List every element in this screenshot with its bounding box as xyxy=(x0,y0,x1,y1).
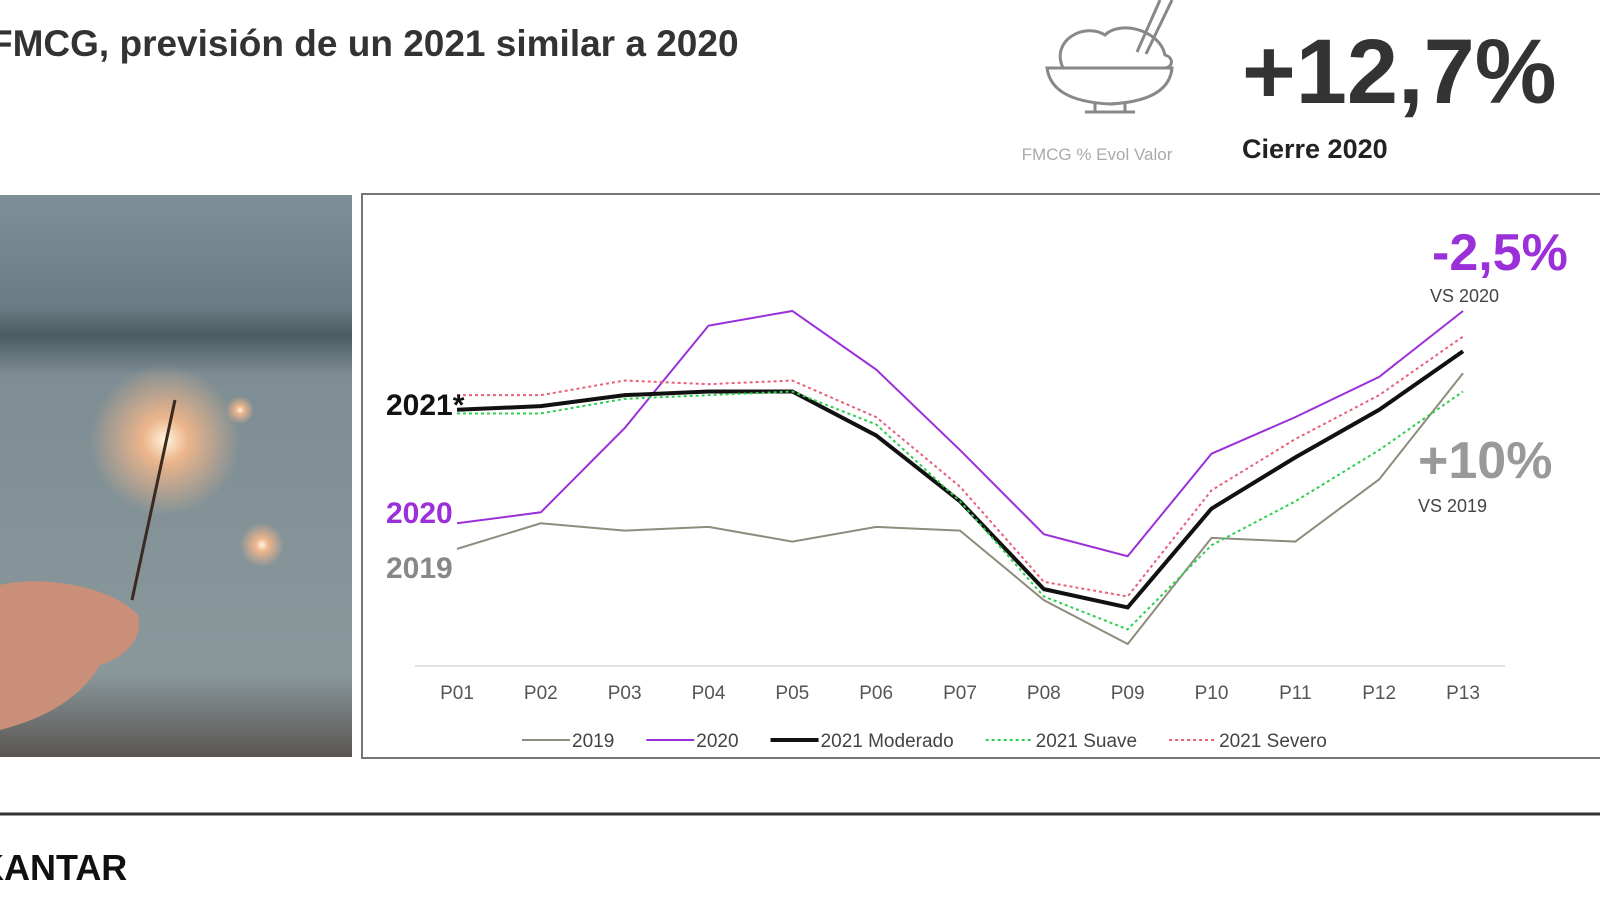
series-line xyxy=(457,335,1464,598)
x-tick-label: P04 xyxy=(692,683,726,704)
legend-label: 2021 Severo xyxy=(1219,731,1327,752)
x-tick-label: P10 xyxy=(1195,683,1229,704)
x-tick-label: P03 xyxy=(608,683,642,704)
x-tick-label: P01 xyxy=(440,683,474,704)
legend-label: 2021 Moderado xyxy=(821,731,954,752)
annotation: VS 2020 xyxy=(1430,286,1499,306)
series-line xyxy=(456,309,1464,558)
brand: KANTAR xyxy=(0,847,127,888)
kpi-caption: Cierre 2020 xyxy=(1242,134,1388,164)
title: FMCG, previsión de un 2021 similar a 202… xyxy=(0,23,739,64)
kpi-value: +12,7% xyxy=(1242,21,1557,123)
annotation: +10% xyxy=(1418,432,1552,490)
x-tick-label: P02 xyxy=(524,683,558,704)
photo xyxy=(0,195,352,757)
x-tick-label: P13 xyxy=(1446,683,1480,704)
x-tick-label: P06 xyxy=(859,683,893,704)
annotation: VS 2019 xyxy=(1418,496,1487,516)
x-tick-label: P08 xyxy=(1027,683,1061,704)
x-tick-label: P11 xyxy=(1279,683,1311,704)
series-line xyxy=(457,390,1464,631)
series-line xyxy=(456,372,1464,646)
annotation: -2,5% xyxy=(1432,224,1568,282)
bowl-icon xyxy=(1045,0,1174,114)
kpi-label: FMCG % Evol Valor xyxy=(1022,145,1173,164)
legend-label: 2019 xyxy=(572,731,614,752)
x-tick-label: P09 xyxy=(1111,683,1145,704)
plot: P01 P02 P03 P04 P05 P06 P07 P08 P09 P10 P11 P12 P13 2… xyxy=(440,309,1480,752)
annotation: 2021* xyxy=(386,389,465,422)
annotation: 2020 xyxy=(386,497,453,530)
legend-label: 2021 Suave xyxy=(1036,731,1137,752)
annotation: 2019 xyxy=(386,552,453,585)
x-tick-label: P12 xyxy=(1362,683,1396,704)
legend-label: 2020 xyxy=(696,731,738,752)
x-tick-label: P07 xyxy=(943,683,977,704)
chart-frame xyxy=(361,193,1600,759)
x-tick-label: P05 xyxy=(775,683,809,704)
